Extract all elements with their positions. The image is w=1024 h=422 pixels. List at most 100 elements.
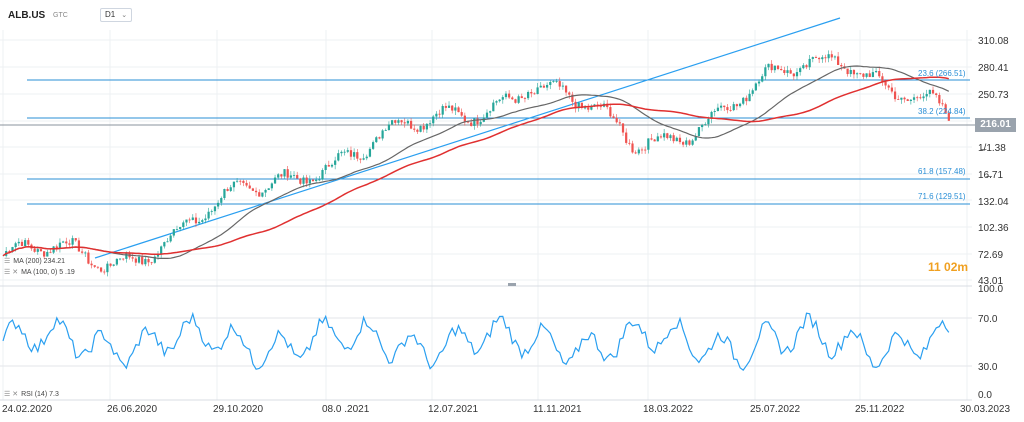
candle-body xyxy=(805,65,808,68)
candle-body xyxy=(311,179,315,182)
legend-rsi[interactable]: ☰ ✕ RSI (14) 7.3 xyxy=(4,390,59,398)
timeframe-select[interactable]: D1 ⌄ xyxy=(100,8,133,22)
rsi-tick: 30.0 xyxy=(978,362,998,373)
price-tick: 310.08 xyxy=(978,36,1009,47)
candle-body xyxy=(68,243,71,245)
candle-body xyxy=(745,97,748,102)
price-tick: 102.36 xyxy=(978,223,1009,234)
candle-body xyxy=(855,73,859,75)
candle-body xyxy=(738,103,742,107)
candle-body xyxy=(558,81,561,87)
candle-body xyxy=(675,137,678,142)
candle-body xyxy=(390,120,394,125)
candle-body xyxy=(644,149,647,151)
candle-body xyxy=(451,105,454,111)
x-axis-label: 30.03.2023 xyxy=(960,404,1011,415)
candle-body xyxy=(8,251,11,252)
candle-body xyxy=(409,120,413,129)
candle-body xyxy=(49,251,52,253)
candle-body xyxy=(631,143,634,153)
candle-body xyxy=(732,104,735,111)
candle-body xyxy=(928,89,931,94)
candle-body xyxy=(239,180,242,182)
price-axis[interactable]: 310.08 280.41 250.73 1̶/1.38 16̶.71 132.… xyxy=(978,36,1009,287)
candle-body xyxy=(802,65,805,69)
candle-body xyxy=(549,82,552,85)
candle-body xyxy=(552,81,555,83)
candle-body xyxy=(235,180,239,182)
candle-body xyxy=(289,175,292,178)
candle-body xyxy=(308,179,311,184)
candle-body xyxy=(577,102,580,109)
price-tick: 280.41 xyxy=(978,63,1009,74)
candle-body xyxy=(748,93,751,102)
candle-body xyxy=(356,152,359,159)
candle-body xyxy=(776,65,780,70)
candle-body xyxy=(476,118,479,125)
candle-body xyxy=(457,107,460,113)
rsi-pane xyxy=(0,311,972,371)
candle-body xyxy=(166,241,169,243)
legend-sma100[interactable]: ☰ ✕ MA (100, 0) 5 .19 xyxy=(4,268,75,276)
legend-menu-icon[interactable]: ☰ ✕ xyxy=(4,269,19,276)
candle-body xyxy=(286,169,289,178)
candle-body xyxy=(204,218,207,221)
legend-sma200[interactable]: ☰ MA (200) 234.21 xyxy=(4,257,65,265)
timeframe-value: D1 xyxy=(105,10,116,19)
candle-body xyxy=(435,113,438,117)
candle-body xyxy=(874,70,878,73)
candle-body xyxy=(226,189,229,191)
candle-body xyxy=(305,177,308,184)
candle-body xyxy=(273,177,277,184)
candle-body xyxy=(375,137,378,143)
fib-label-71: 71.6 (129.51) xyxy=(918,192,966,201)
legend-menu-icon[interactable]: ☰ xyxy=(4,258,11,265)
candle-body xyxy=(501,97,504,100)
candle-body xyxy=(141,256,144,265)
candle-body xyxy=(523,98,527,99)
candle-body xyxy=(580,102,583,108)
candle-body xyxy=(887,85,890,88)
candle-body xyxy=(587,107,590,110)
legend-menu-icon[interactable]: ☰ ✕ xyxy=(4,391,19,398)
candle-body xyxy=(188,219,191,221)
candle-body xyxy=(517,96,520,103)
candle-body xyxy=(27,240,30,245)
candle-body xyxy=(852,70,856,75)
trendline[interactable] xyxy=(94,17,841,259)
candle-body xyxy=(659,136,663,138)
x-axis-label: 29.10.2020 xyxy=(213,404,264,415)
x-axis-label: 25.07.2022 xyxy=(750,404,801,415)
candle-body xyxy=(466,121,470,123)
pane-resize-handle[interactable] xyxy=(508,283,516,286)
candle-body xyxy=(372,142,375,149)
candle-body xyxy=(682,142,685,145)
price-tick: 132.04 xyxy=(978,197,1009,208)
candle-body xyxy=(460,112,463,116)
candle-body xyxy=(849,70,852,75)
fib-levels xyxy=(0,79,975,205)
candle-body xyxy=(489,111,492,113)
candle-body xyxy=(270,183,273,189)
x-axis-label: 11.11.2021 xyxy=(533,404,582,415)
candle-body xyxy=(292,175,296,176)
candle-body xyxy=(789,70,792,74)
rsi-axis[interactable]: 100.0 70.0 30.0 0.0 xyxy=(978,284,1003,401)
candle-body xyxy=(210,211,213,213)
candle-body xyxy=(871,72,875,78)
candle-body xyxy=(754,83,757,91)
candle-body xyxy=(169,235,172,242)
candle-body xyxy=(561,85,565,87)
candle-body xyxy=(368,148,372,157)
legend-rsi-text: RSI (14) 7.3 xyxy=(21,391,59,398)
candle-body xyxy=(599,106,602,108)
candle-body xyxy=(685,140,688,145)
candle-body xyxy=(628,142,631,144)
candle-body xyxy=(353,152,356,157)
candle-body xyxy=(511,97,514,100)
sma-100-line xyxy=(2,65,950,260)
x-axis-label: 12.07.2021 xyxy=(428,404,479,415)
candle-body xyxy=(318,179,321,181)
candle-body xyxy=(637,149,640,154)
